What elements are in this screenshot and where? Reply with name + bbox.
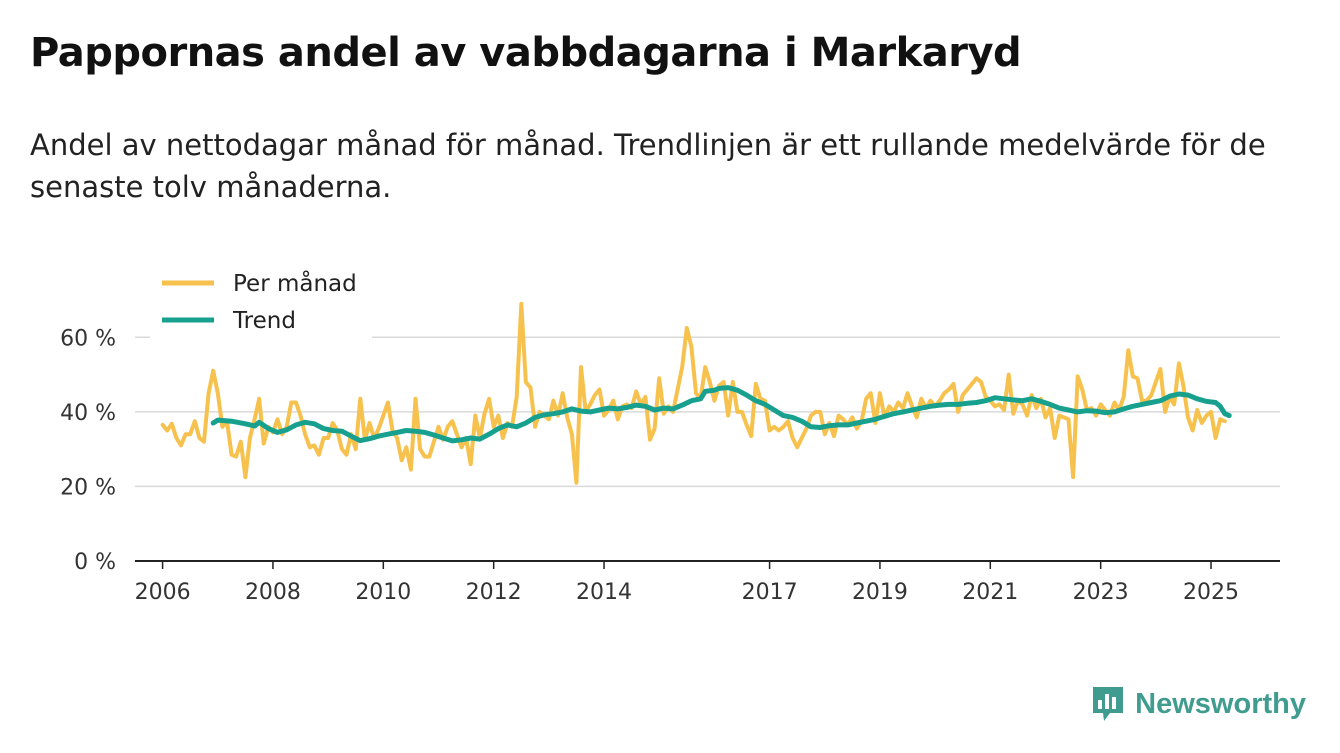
y-tick-label: 60 % [60,326,116,351]
series-trend-line [210,385,1232,444]
x-tick-label: 2021 [962,580,1018,605]
legend-label: Per månad [233,269,357,297]
y-tick-label: 0 % [74,550,116,575]
y-tick-label: 40 % [60,401,116,426]
y-axis: 0 % 20 % 40 % 60 % [60,326,116,575]
x-tick-label: 2014 [576,580,632,605]
x-tick-label: 2017 [742,580,798,605]
legend-label: Trend [232,308,296,334]
x-tick-label: 2023 [1073,580,1129,605]
x-tick-label: 2008 [245,580,301,605]
chart-subtitle: Andel av nettodagar månad för månad. Tre… [30,128,1266,204]
newsworthy-icon [1093,687,1124,721]
x-tick-label: 2019 [852,580,908,605]
brand-name: Newsworthy [1135,687,1306,720]
newsworthy-logo[interactable]: Newsworthy [1091,685,1306,723]
x-tick-label: 2012 [466,580,522,605]
x-axis: 2006 2008 2010 2012 2014 2017 2019 2021 2023 2025 [135,560,1280,605]
legend: Per månad Trend [150,266,372,342]
x-tick-label: 2010 [355,580,411,605]
legend-background [150,266,372,342]
chart-title: Pappornas andel av vabbdagarna i Markary… [30,30,1022,76]
series-per-manad-line [160,301,1227,485]
series-lines [160,301,1232,485]
x-tick-label: 2025 [1183,580,1239,605]
x-tick-label: 2006 [135,580,191,605]
y-tick-label: 20 % [60,475,116,500]
